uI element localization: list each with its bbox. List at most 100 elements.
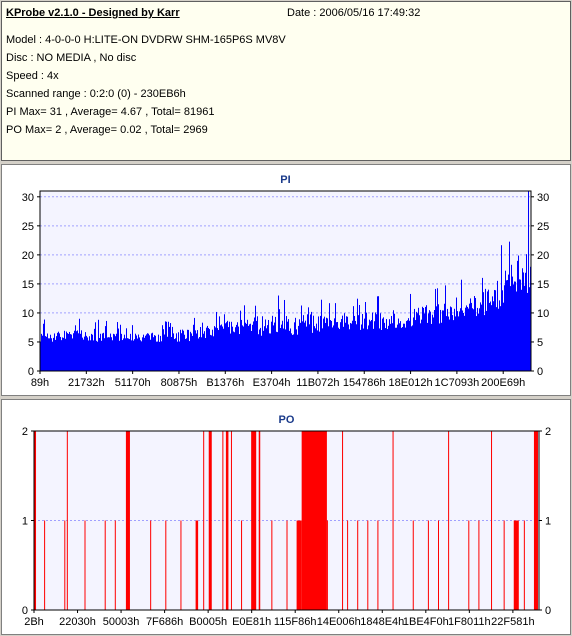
po-bar (114, 520, 116, 610)
pi-bar (225, 323, 226, 371)
pi-bar (508, 274, 509, 371)
pi-bar (320, 315, 321, 371)
pi-bar (133, 340, 134, 371)
pi-bar (197, 330, 198, 371)
x-tick-label: 21732h (68, 377, 105, 389)
pi-bar (375, 312, 376, 371)
pi-bar (156, 341, 157, 371)
pi-bar (426, 305, 427, 371)
pi-bar (43, 323, 44, 371)
pi-bar (516, 291, 517, 371)
pi-bar (455, 316, 456, 371)
pi-bar (212, 329, 213, 371)
pi-bar (333, 325, 334, 371)
pi-bar (355, 320, 356, 371)
pi-bar (334, 318, 335, 371)
pi-bar (293, 334, 294, 371)
pi-bar (175, 338, 176, 371)
pi-bar (88, 340, 89, 371)
pi-bar (392, 323, 393, 371)
pi-bar (223, 328, 224, 371)
pi-bar (176, 333, 177, 371)
pi-bar (487, 291, 488, 371)
pi-bar (388, 325, 389, 371)
pi-bar (290, 328, 291, 371)
pi-bar (186, 338, 187, 371)
pi-bar (380, 313, 381, 371)
pi-bar (502, 290, 503, 371)
pi-bar (261, 335, 262, 371)
pi-bar (235, 327, 236, 371)
pi-bar (68, 333, 69, 371)
pi-bar (142, 337, 143, 371)
pi-bar (519, 279, 520, 371)
pi-bar (469, 303, 470, 371)
pi-bar (49, 338, 50, 371)
pi-bar (528, 191, 529, 371)
pi-bar (83, 339, 84, 371)
pi-bar (143, 334, 144, 371)
pi-bar (370, 321, 371, 371)
pi-bar (434, 310, 435, 371)
pi-bar (170, 323, 171, 371)
pi-bar (129, 339, 130, 371)
pi-bar (173, 333, 174, 371)
po-bar (296, 520, 302, 610)
pi-bar (141, 341, 142, 371)
pi-bar (337, 321, 338, 371)
pi-bar (178, 332, 179, 371)
pi-bar (149, 335, 150, 371)
pi-bar (338, 327, 339, 371)
pi-bar (72, 338, 73, 371)
pi-bar (420, 323, 421, 371)
pi-bar (414, 308, 415, 371)
pi-bar (44, 319, 45, 371)
pi-bar (268, 319, 269, 371)
pi-bar (396, 327, 397, 371)
y-tick-label: 0 (22, 605, 28, 617)
pi-bar (262, 316, 263, 371)
pi-bar (64, 330, 65, 371)
pi-bar (264, 326, 265, 371)
pi-bar (113, 333, 114, 371)
pi-bar (60, 336, 61, 371)
pi-bar (191, 333, 192, 371)
speed-line: Speed : 4x (6, 70, 59, 82)
pi-bar (345, 322, 346, 371)
pi-bar (90, 340, 91, 371)
pi-bar (402, 327, 403, 371)
pi-bar (397, 324, 398, 371)
pi-bar (335, 303, 336, 371)
y-tick-label-right: 2 (545, 426, 551, 438)
pi-bar (286, 316, 287, 371)
pi-bar (439, 323, 440, 371)
pi-bar (198, 338, 199, 371)
pi-bar (511, 264, 512, 371)
pi-bar (382, 318, 383, 371)
pi-bar (472, 308, 473, 371)
pi-bar (116, 333, 117, 371)
plot-border (39, 190, 532, 372)
x-tick-label: 1F8011h (448, 616, 491, 628)
pi-bar (514, 281, 515, 371)
pi-bar (465, 307, 466, 371)
po-bar (392, 431, 394, 610)
po-bar (208, 431, 212, 610)
pi-bar (393, 310, 394, 371)
pi-bar (436, 306, 437, 371)
x-tick-label: 200E69h (481, 377, 525, 389)
pi-bar (458, 316, 459, 371)
y-tick-label-right: 0 (545, 605, 551, 617)
pi-bar (387, 329, 388, 371)
pi-bar (244, 305, 245, 371)
pi-bar (172, 326, 173, 371)
po-bar (84, 520, 86, 610)
pi-bar (356, 324, 357, 371)
pi-bar (376, 314, 377, 371)
pi-bar (433, 317, 434, 371)
pi-bar (412, 325, 413, 371)
pi-bar (309, 324, 310, 371)
pi-bar (374, 321, 375, 371)
pi-bar (227, 320, 228, 371)
pi-chart: 0 0 5 5 10 10 15 15 20 20 25 25 30 30 89h 21732h 51170h 8… (22, 174, 550, 389)
